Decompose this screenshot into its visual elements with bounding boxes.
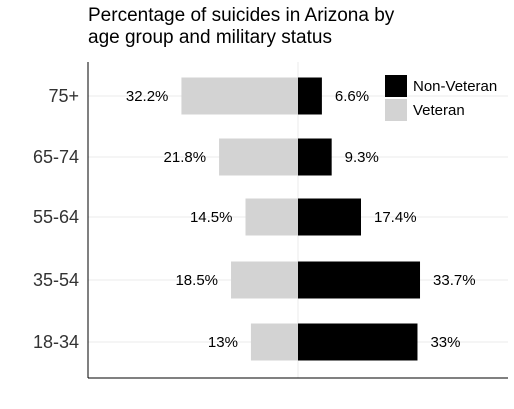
legend-label-veteran: Veteran (413, 102, 465, 119)
bar-non-veteran-35-54 (298, 261, 421, 299)
data-label-veteran-65-74: 21.8% (164, 149, 207, 166)
bar-non-veteran-75+ (298, 77, 322, 115)
bar-non-veteran-65-74 (298, 138, 332, 176)
bar-non-veteran-18-34 (298, 323, 418, 361)
legend: Non-Veteran Veteran (385, 75, 497, 121)
chart-title-line-1: Percentage of suicides in Arizona by (88, 5, 395, 26)
legend-key-non-veteran (385, 75, 407, 97)
y-tick-label-18-34: 18-34 (33, 332, 79, 352)
bar-veteran-18-34 (250, 323, 298, 361)
data-label-non-veteran-65-74: 9.3% (345, 149, 379, 166)
bar-veteran-65-74 (219, 138, 298, 176)
chart-title-line-2: age group and military status (88, 27, 332, 48)
bars-layer (181, 77, 421, 361)
bar-veteran-75+ (181, 77, 298, 115)
axis-lines (87, 62, 508, 379)
data-label-non-veteran-18-34: 33% (430, 334, 460, 351)
data-label-veteran-75+: 32.2% (126, 88, 169, 105)
data-label-non-veteran-35-54: 33.7% (433, 272, 476, 289)
y-tick-labels: 75+ 65-74 55-64 35-54 18-34 (33, 86, 79, 352)
data-label-veteran-18-34: 13% (208, 334, 238, 351)
chart-title: Percentage of suicides in Arizona by age… (88, 5, 395, 48)
data-label-veteran-55-64: 14.5% (190, 209, 233, 226)
data-labels-layer: 32.2% 6.6% 21.8% 9.3% 14.5% 17.4% 18.5% 33.7% 13… (126, 88, 476, 351)
bar-veteran-35-54 (231, 261, 298, 299)
bar-veteran-55-64 (245, 198, 298, 236)
data-label-veteran-35-54: 18.5% (175, 272, 218, 289)
y-tick-label-35-54: 35-54 (33, 270, 79, 290)
data-label-non-veteran-55-64: 17.4% (374, 209, 417, 226)
y-tick-label-75+: 75+ (48, 86, 79, 106)
bar-non-veteran-55-64 (298, 198, 361, 236)
legend-label-non-veteran: Non-Veteran (413, 78, 497, 95)
y-tick-label-65-74: 65-74 (33, 147, 79, 167)
legend-key-veteran (385, 99, 407, 121)
data-label-non-veteran-75+: 6.6% (335, 88, 369, 105)
y-tick-label-55-64: 55-64 (33, 207, 79, 227)
